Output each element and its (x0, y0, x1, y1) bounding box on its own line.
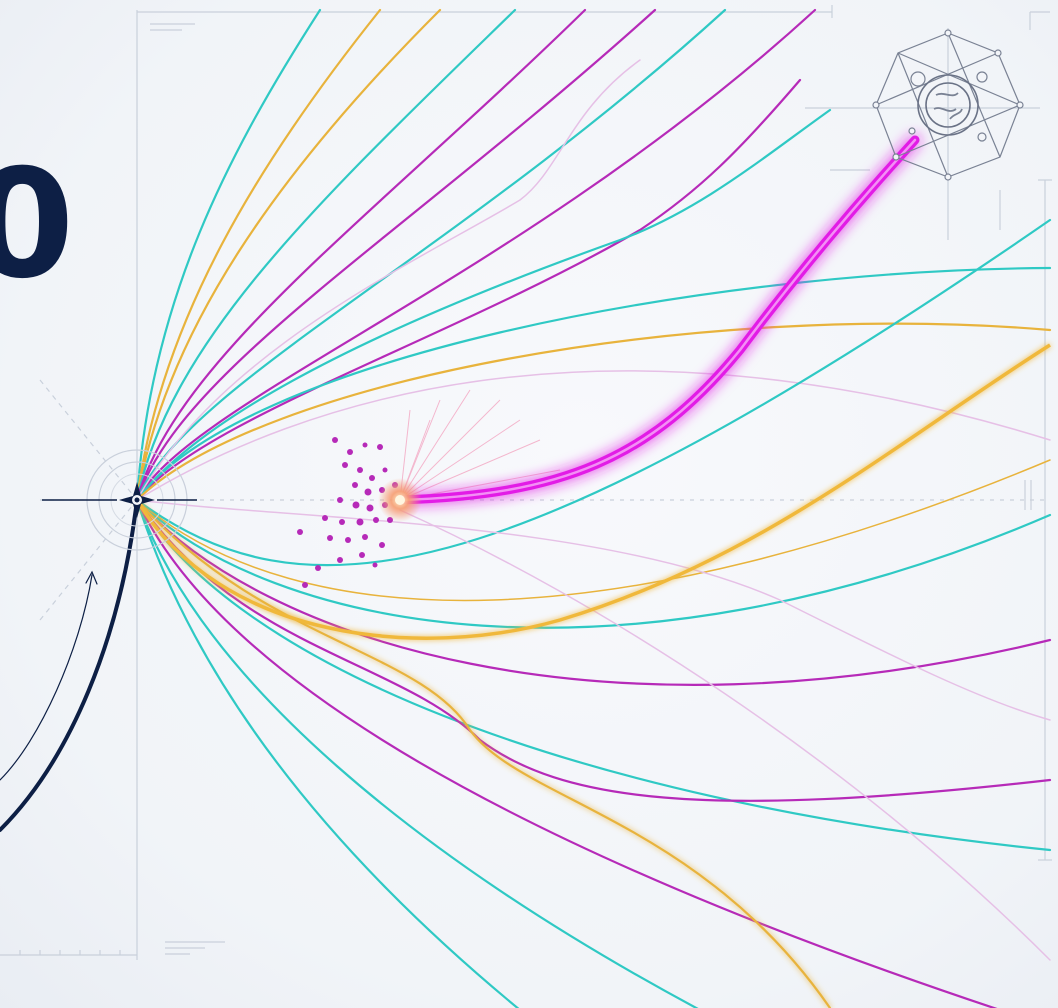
curve (135, 78, 802, 502)
curve (136, 499, 1051, 721)
frame-lines (0, 5, 1052, 960)
curve (135, 498, 520, 1008)
curve (135, 8, 587, 502)
upper-curve-fan (135, 8, 1052, 502)
network-globe-icon (872, 29, 1024, 181)
compass-star-icon (42, 449, 197, 551)
lower-curve-fan (135, 218, 1052, 1008)
curve (135, 8, 727, 502)
curve (399, 509, 1051, 961)
curve (135, 8, 657, 502)
spark-core (395, 495, 405, 505)
curve (135, 498, 699, 1008)
curve (135, 498, 1052, 629)
curve (135, 322, 1052, 502)
curve (135, 8, 817, 502)
curve (135, 498, 1052, 802)
curve (135, 8, 442, 502)
navy-ascent (0, 498, 139, 832)
navy-guide-curve (0, 574, 93, 781)
curve (135, 218, 1052, 567)
curve (135, 266, 1052, 502)
primary-trajectory-core (398, 138, 917, 502)
primary-trajectory-curve (395, 135, 920, 505)
curve (135, 498, 832, 1008)
curve (136, 459, 1051, 602)
curve (136, 59, 641, 501)
curve (135, 8, 517, 502)
curve (135, 8, 322, 502)
headline-fragment: 0 (0, 138, 74, 312)
curve (135, 108, 832, 502)
curve (136, 370, 1051, 501)
curve (135, 8, 382, 502)
arrow-head-icon (85, 570, 98, 585)
curve (135, 498, 1052, 686)
curve (135, 498, 1052, 852)
highlight-gold-curve (135, 343, 1051, 640)
curve (135, 498, 998, 1008)
navy-ascent-curve (0, 498, 139, 832)
